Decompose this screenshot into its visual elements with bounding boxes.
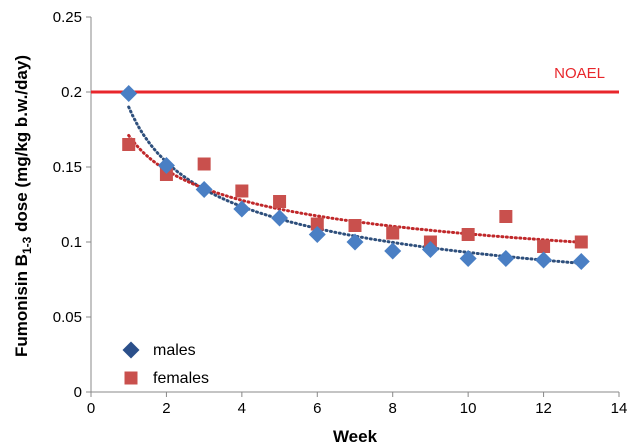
y-tick-label: 0.1: [61, 234, 82, 251]
males-point: [308, 226, 326, 243]
x-tick-label: 0: [87, 400, 95, 417]
males-point: [421, 241, 439, 258]
x-axis-title: Week: [333, 427, 378, 446]
males-point: [497, 250, 515, 267]
females-point: [197, 157, 211, 171]
axes: 0 0.05 0.1 0.15 0.2 0.25 0 2 4 6 8 10 12 14: [53, 9, 628, 417]
y-tick-label: 0.15: [53, 159, 82, 176]
females-point: [159, 168, 173, 181]
females-point: [273, 195, 287, 208]
y-tick-label: 0.25: [53, 9, 82, 26]
x-tick-label: 10: [460, 400, 477, 417]
x-tick-label: 4: [238, 400, 246, 417]
females-point: [386, 226, 400, 240]
y-axis-title-subscript: 1-3: [20, 236, 34, 254]
females-point: [235, 184, 249, 198]
y-tick-label: 0.2: [61, 84, 82, 101]
males-point: [346, 233, 364, 251]
data-points: [120, 85, 590, 270]
legend-females-label: females: [153, 370, 209, 387]
legend-females-marker: [124, 371, 138, 385]
males-point: [459, 250, 477, 267]
y-tick-label: 0.05: [53, 309, 82, 326]
legend-males-label: males: [153, 342, 196, 359]
y-tick-label: 0: [74, 384, 82, 401]
males-point: [271, 209, 289, 227]
males-point: [120, 85, 138, 102]
y-axis-title-rest: dose (mg/kg b.w./day): [12, 55, 31, 237]
females-point: [461, 228, 475, 241]
males-point: [535, 251, 553, 269]
females-point: [310, 217, 324, 231]
females-point: [348, 219, 362, 232]
x-tick-label: 6: [313, 400, 321, 417]
females-point: [574, 235, 588, 249]
females-point: [499, 210, 513, 223]
legend-males-marker: [122, 341, 140, 359]
noael-label: NOAEL: [554, 65, 605, 82]
females-point: [537, 240, 551, 253]
x-tick-label: 14: [611, 400, 628, 417]
y-axis-title: Fumonisin B1-3 dose (mg/kg b.w./day): [12, 55, 34, 357]
x-tick-label: 2: [162, 400, 170, 417]
males-point: [157, 157, 175, 174]
y-axis-title-main: Fumonisin B: [12, 254, 31, 357]
females-point: [122, 138, 136, 151]
legend: males females: [122, 341, 209, 387]
reference-line-group: NOAEL: [91, 65, 619, 94]
x-tick-label: 12: [535, 400, 552, 417]
males-point: [572, 253, 590, 270]
males-point: [384, 242, 402, 260]
males-point: [233, 200, 251, 218]
x-tick-label: 8: [389, 400, 397, 417]
males-point: [195, 181, 213, 198]
